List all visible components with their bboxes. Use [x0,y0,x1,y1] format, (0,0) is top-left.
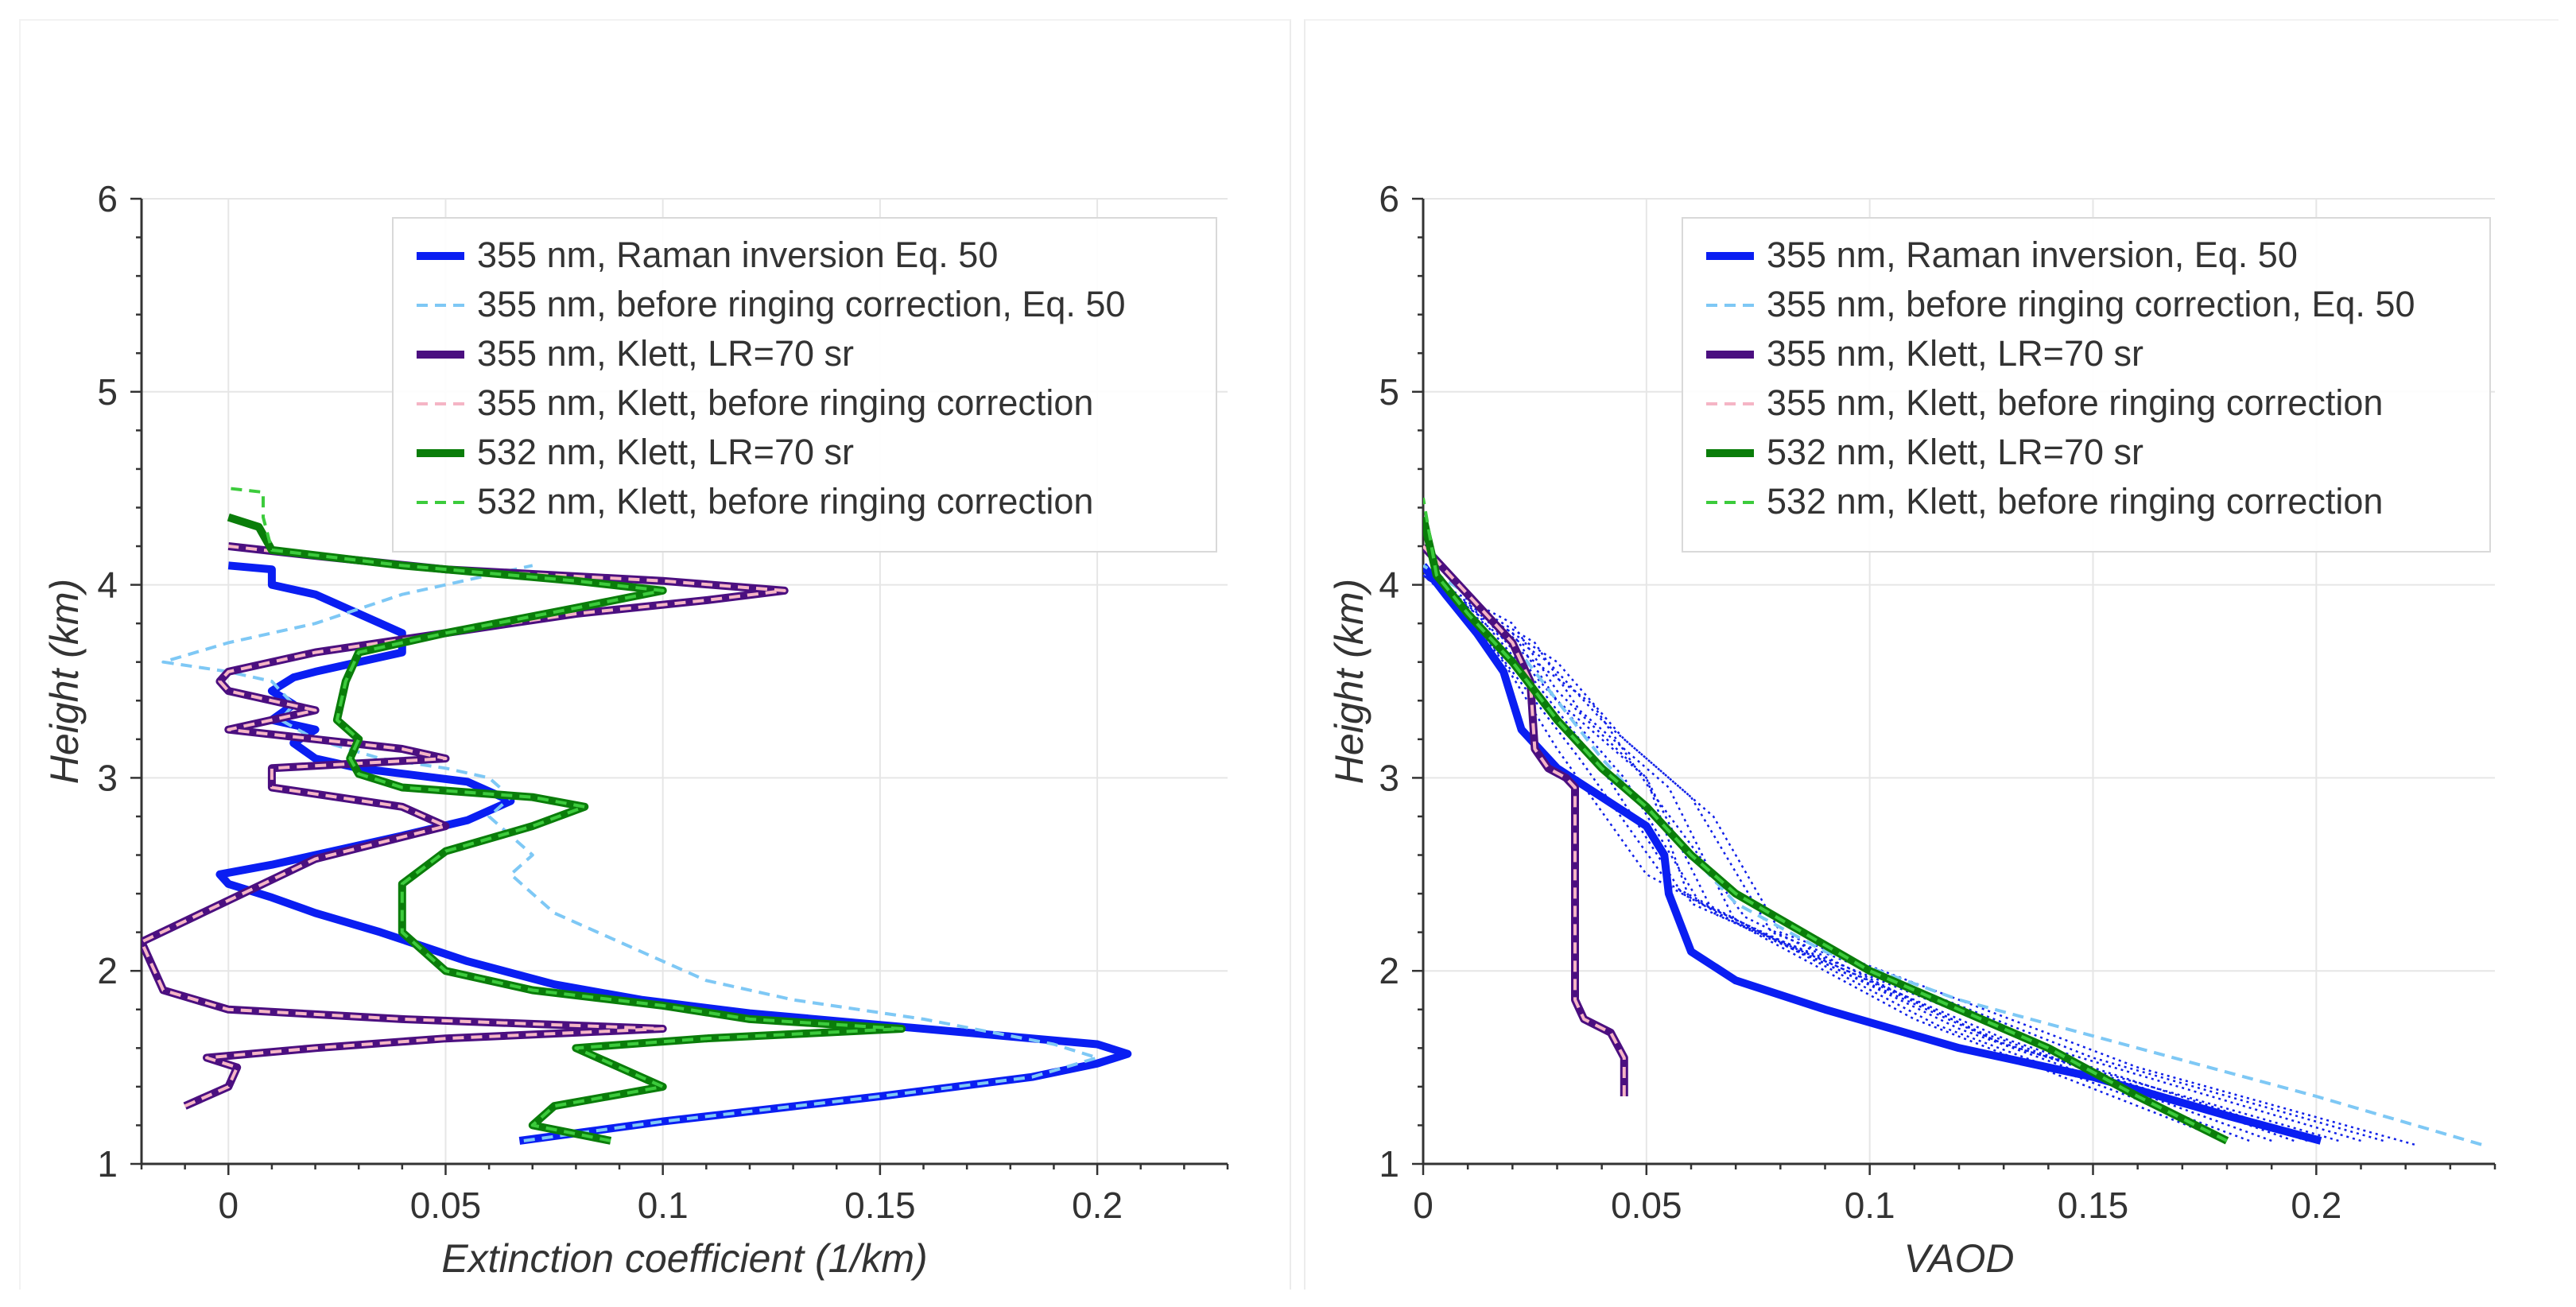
y-tick-label: 6 [1379,178,1399,219]
y-tick-label: 4 [1379,564,1399,606]
legend-label: 532 nm, Klett, before ringing correction [477,481,1093,522]
legend-box [392,217,1217,553]
legend-label: 532 nm, Klett, before ringing correction [1767,481,2383,522]
legend-label: 355 nm, Klett, LR=70 sr [477,333,854,374]
series-line-dashed [1423,545,1626,1096]
y-tick-label: 5 [1379,371,1399,413]
x-tick-label: 0.2 [1072,1185,1123,1226]
legend-label: 532 nm, Klett, LR=70 sr [477,432,854,472]
series-line-dashed [161,564,1100,1142]
y-tick-label: 6 [97,178,118,219]
legend-label: 355 nm, Raman inversion Eq. 50 [477,235,998,275]
legend-label: 532 nm, Klett, LR=70 sr [1767,432,2143,472]
y-tick-label: 3 [97,757,118,798]
y-tick-label: 3 [1379,757,1399,798]
x-tick-label: 0.1 [1845,1185,1895,1226]
y-tick-label: 5 [97,371,118,413]
extinction-chart: 0 0.05 0.1 0.15 0.2 1 2 3 4 5 6 Extinction coeffici… [42,178,1229,1281]
y-tick-label: 4 [97,564,118,606]
vaod-realization-line [1423,574,2295,1142]
vaod-realization-line [1423,574,2250,1142]
x-tick-label: 0.15 [2058,1185,2129,1226]
y-axis-title: Height (km) [42,579,87,784]
series-line-dashed [142,545,786,1108]
x-tick-label: 0.2 [2291,1185,2341,1226]
chart-panel-vaod: 0 0.05 0.1 0.15 0.2 1 2 3 4 5 6 VAOD Height (km) 355 … [1304,19,2559,1290]
y-axis-title: Height (km) [1327,579,1371,784]
y-tick-label: 1 [97,1143,118,1185]
legend-label: 355 nm, before ringing correction, Eq. 5… [477,284,1125,324]
series-line-dashed [1423,497,2228,1142]
x-axis-title: VAOD [1904,1236,2015,1281]
vaod-chart: 0 0.05 0.1 0.15 0.2 1 2 3 4 5 6 VAOD Height (km) 355 … [1327,178,2496,1281]
x-axis-title: Extinction coefficient (1/km) [441,1236,927,1281]
legend-label: 355 nm, Klett, before ringing correction [1767,382,2383,423]
vaod-realization-line [1423,574,2415,1146]
legend-label: 355 nm, Klett, before ringing correction [477,382,1093,423]
legend-box [1682,217,2491,553]
series-group [142,487,1132,1145]
series-line [1423,563,2322,1145]
series-group [1423,497,2482,1146]
legend-label: 355 nm, before ringing correction, Eq. 5… [1767,284,2415,324]
y-tick-label: 2 [1379,950,1399,991]
vaod-realization-line [1423,574,2317,1142]
legend-label: 355 nm, Klett, LR=70 sr [1767,333,2143,374]
chart-panel-extinction: 0 0.05 0.1 0.15 0.2 1 2 3 4 5 6 Extinction coeffici… [19,19,1291,1290]
x-tick-label: 0 [1413,1185,1433,1226]
x-tick-label: 0 [218,1185,239,1226]
x-tick-label: 0.05 [410,1185,482,1226]
y-tick-label: 2 [97,950,118,991]
y-tick-label: 1 [1379,1143,1399,1185]
series-line-dashed [228,487,904,1142]
x-tick-label: 0.15 [844,1185,916,1226]
x-tick-label: 0.05 [1611,1185,1682,1226]
x-tick-label: 0.1 [638,1185,689,1226]
legend-label: 355 nm, Raman inversion, Eq. 50 [1767,235,2298,275]
